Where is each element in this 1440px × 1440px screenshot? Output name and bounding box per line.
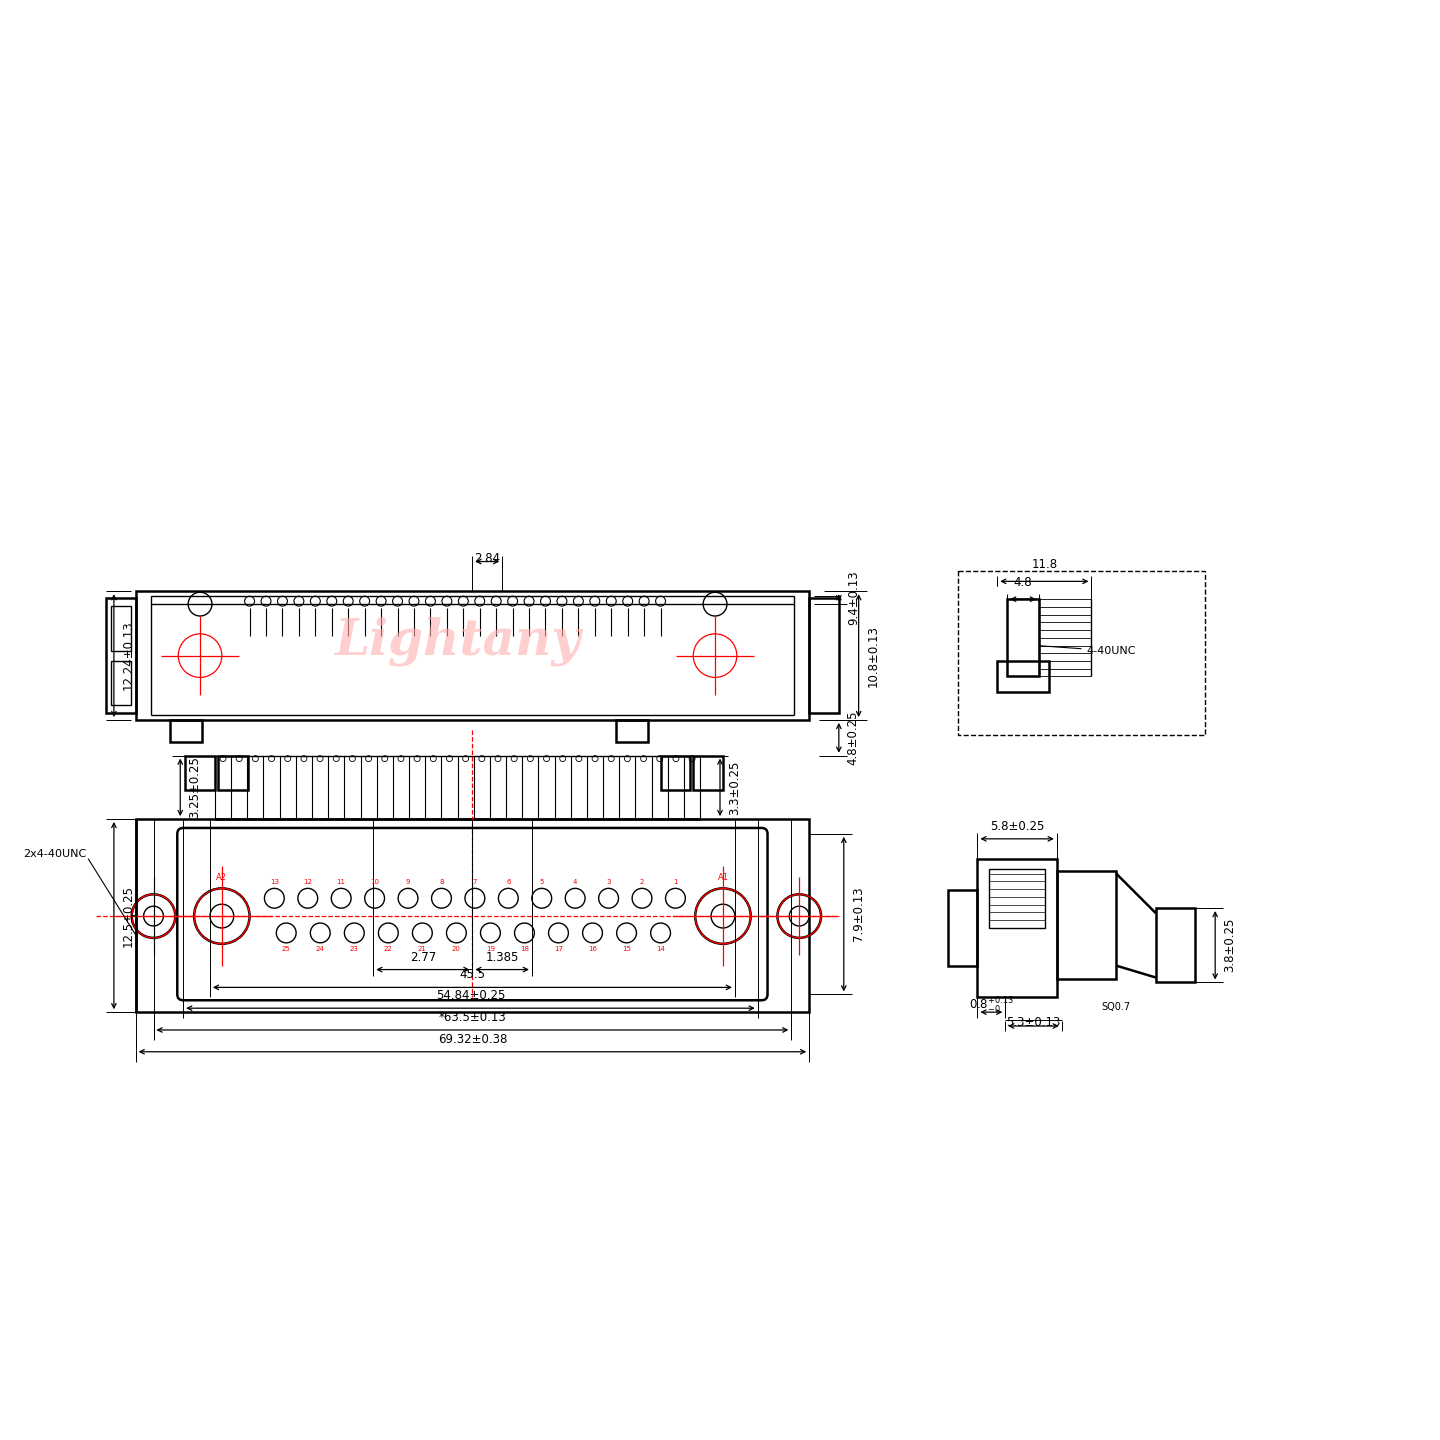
- Bar: [107, 598, 135, 713]
- Text: 1.385: 1.385: [485, 950, 518, 963]
- Text: 9.4±0.13: 9.4±0.13: [847, 570, 860, 625]
- Bar: [948, 890, 978, 966]
- Text: 11.8: 11.8: [1031, 559, 1057, 572]
- Text: 2.84: 2.84: [474, 552, 500, 564]
- Text: 4.8±0.25: 4.8±0.25: [847, 710, 860, 765]
- Bar: [186, 756, 215, 791]
- Text: 69.32±0.38: 69.32±0.38: [438, 1032, 507, 1045]
- Text: 21: 21: [418, 946, 426, 952]
- Bar: [151, 596, 795, 605]
- Text: 5.8±0.25: 5.8±0.25: [989, 819, 1044, 832]
- Bar: [1156, 909, 1195, 982]
- Bar: [1007, 599, 1038, 677]
- Text: 12.5±0.25: 12.5±0.25: [122, 884, 135, 946]
- Text: 25: 25: [282, 946, 291, 952]
- Text: 17: 17: [554, 946, 563, 952]
- Bar: [170, 720, 202, 742]
- Bar: [217, 756, 248, 791]
- Text: 0.8$^{+0.13}_{-0}$: 0.8$^{+0.13}_{-0}$: [969, 996, 1014, 1017]
- Text: 1: 1: [672, 880, 678, 886]
- Bar: [958, 572, 1205, 734]
- Bar: [1057, 871, 1116, 979]
- FancyBboxPatch shape: [177, 828, 768, 1001]
- Bar: [111, 606, 131, 651]
- Text: 11: 11: [337, 880, 346, 886]
- Text: 6: 6: [505, 880, 511, 886]
- Text: 3.8±0.25: 3.8±0.25: [1223, 919, 1236, 972]
- Text: Lightany: Lightany: [334, 616, 580, 665]
- Text: 4-40UNC: 4-40UNC: [1086, 645, 1136, 655]
- Text: 19: 19: [485, 946, 495, 952]
- Text: 5: 5: [540, 880, 544, 886]
- Bar: [998, 661, 1048, 693]
- Text: 12.24±0.13: 12.24±0.13: [122, 621, 135, 690]
- Bar: [978, 858, 1057, 998]
- Bar: [661, 756, 690, 791]
- Bar: [135, 592, 809, 720]
- Text: 7: 7: [472, 880, 477, 886]
- Bar: [693, 756, 723, 791]
- Bar: [135, 819, 809, 1012]
- Text: 2: 2: [639, 880, 644, 886]
- Text: 3.3±0.25: 3.3±0.25: [729, 760, 742, 815]
- Text: 54.84±0.25: 54.84±0.25: [436, 989, 505, 1002]
- Text: A2: A2: [216, 874, 228, 883]
- Text: 3.25±0.25: 3.25±0.25: [189, 756, 202, 818]
- Text: SQ0.7: SQ0.7: [1102, 1002, 1130, 1012]
- Text: 10: 10: [370, 880, 379, 886]
- Text: 22: 22: [384, 946, 393, 952]
- Text: 3: 3: [606, 880, 611, 886]
- Text: 10.8±0.13: 10.8±0.13: [867, 625, 880, 687]
- Text: 45.5: 45.5: [459, 969, 485, 982]
- Text: 24: 24: [315, 946, 324, 952]
- Text: *63.5±0.13: *63.5±0.13: [439, 1011, 507, 1024]
- Text: 7.9±0.13: 7.9±0.13: [851, 887, 864, 942]
- Text: 4: 4: [573, 880, 577, 886]
- Text: 4.8: 4.8: [1014, 576, 1032, 589]
- Bar: [111, 661, 131, 706]
- Bar: [989, 868, 1045, 927]
- Bar: [616, 720, 648, 742]
- Text: 23: 23: [350, 946, 359, 952]
- Text: 16: 16: [588, 946, 598, 952]
- Text: A1: A1: [717, 874, 729, 883]
- Text: 8: 8: [439, 880, 444, 886]
- Text: 14: 14: [657, 946, 665, 952]
- Text: 5.3±0.13: 5.3±0.13: [1007, 1017, 1061, 1030]
- Text: 2.77: 2.77: [410, 950, 436, 963]
- Text: 15: 15: [622, 946, 631, 952]
- Text: 20: 20: [452, 946, 461, 952]
- Text: 13: 13: [269, 880, 279, 886]
- Text: 2x4-40UNC: 2x4-40UNC: [23, 848, 86, 858]
- Text: 9: 9: [406, 880, 410, 886]
- Text: 18: 18: [520, 946, 528, 952]
- Bar: [809, 598, 840, 713]
- Text: 12: 12: [304, 880, 312, 886]
